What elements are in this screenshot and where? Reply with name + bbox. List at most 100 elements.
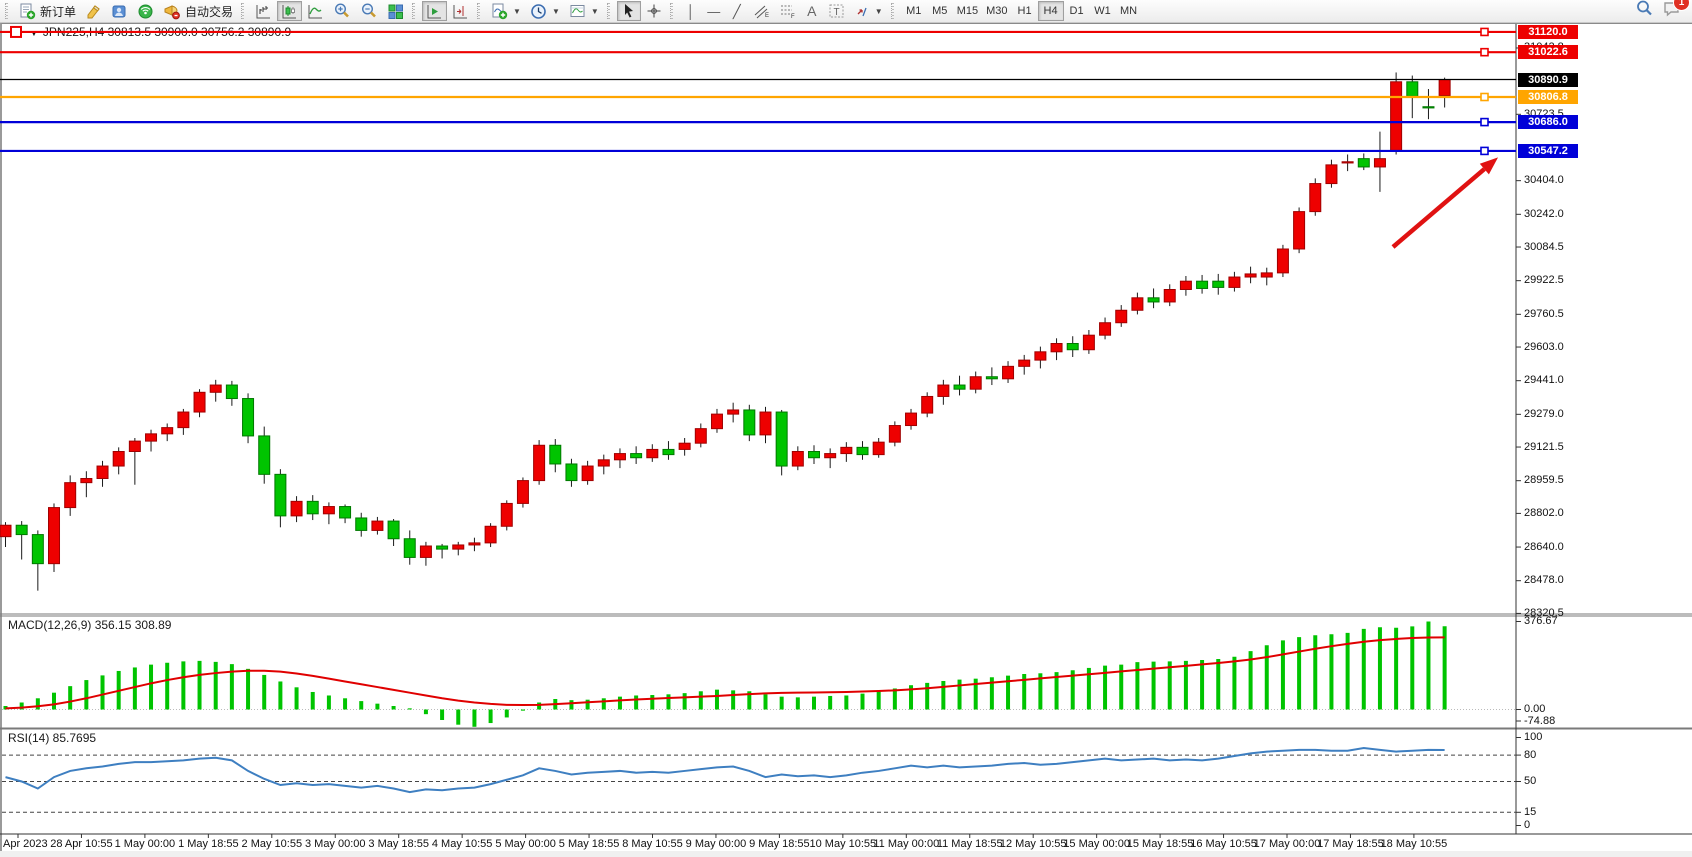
bar-chart-button[interactable] (251, 1, 276, 21)
price-tick-label: 29441.0 (1524, 374, 1564, 387)
templates-icon (569, 3, 586, 20)
timeframe-M15[interactable]: M15 (953, 1, 982, 21)
toolbar-grip[interactable] (5, 3, 11, 19)
new-order-label: 新订单 (40, 4, 77, 19)
price-tick-label: 28478.0 (1524, 574, 1564, 587)
arrows-button[interactable]: ▼ (850, 1, 887, 21)
metaeditor-icon (85, 3, 102, 20)
crosshair-icon (646, 3, 662, 19)
time-axis-label: 4 May 10:55 (431, 838, 493, 850)
line-chart-icon (307, 3, 324, 20)
price-tick-label: 30404.0 (1524, 174, 1564, 187)
timeframe-H1[interactable]: H1 (1012, 1, 1038, 21)
tile-windows-button[interactable] (383, 1, 408, 21)
hline-price-label: 31022.6 (1518, 45, 1578, 60)
svg-text:E: E (765, 13, 769, 19)
autotrading-button[interactable]: 自动交易 (159, 1, 237, 21)
time-axis-label: 11 May 18:55 (936, 838, 1003, 850)
chart-window[interactable] (0, 23, 1692, 851)
templates-dropdown-arrow[interactable]: ▼ (590, 6, 599, 16)
signals-button[interactable] (133, 1, 158, 21)
price-tick-label: 28802.0 (1524, 506, 1564, 519)
price-tick-label: 30242.0 (1524, 207, 1564, 220)
time-axis-label: 9 May 00:00 (685, 838, 747, 850)
crosshair-button[interactable] (642, 1, 666, 21)
hline-price-label: 30686.0 (1518, 115, 1578, 130)
indicators-dropdown-arrow[interactable]: ▼ (513, 6, 521, 16)
price-tick-label: 29279.0 (1524, 407, 1564, 420)
chart-shift-button[interactable] (448, 1, 473, 21)
indicators-button[interactable]: ▼ (487, 1, 525, 21)
market-icon (111, 3, 128, 20)
zoom-in-button[interactable] (329, 1, 355, 21)
indicators-icon (491, 3, 508, 20)
text-label-icon: T (828, 3, 845, 19)
svg-text:T: T (833, 7, 839, 18)
macd-axis-label: -74.88 (1524, 714, 1556, 727)
price-tick-label: 28959.5 (1524, 474, 1564, 487)
periods-dropdown-arrow[interactable]: ▼ (551, 6, 560, 16)
line-chart-button[interactable] (303, 1, 328, 21)
periods-button[interactable]: ▼ (526, 1, 564, 21)
time-axis-label: 12 May 10:55 (999, 838, 1067, 850)
macd-axis-label: 376.67 (1524, 615, 1558, 627)
time-axis-label: 3 May 18:55 (368, 838, 429, 850)
timeframe-MN[interactable]: MN (1116, 1, 1142, 21)
toolbar-grip[interactable] (890, 3, 897, 19)
equidistant-channel-button[interactable]: E (749, 1, 774, 21)
candlestick-chart-button[interactable] (277, 1, 303, 21)
hline-price-label: 31120.0 (1518, 24, 1578, 39)
time-axis-label: 27 Apr 2023 (0, 838, 48, 850)
price-tick-label: 29922.5 (1524, 274, 1564, 287)
timeframe-M30[interactable]: M30 (982, 1, 1011, 21)
text-label-button[interactable]: T (824, 1, 849, 21)
zoom-out-button[interactable] (356, 1, 382, 21)
timeframe-W1[interactable]: W1 (1090, 1, 1116, 21)
time-axis-label: 18 May 10:55 (1380, 838, 1448, 850)
new-order-button[interactable]: 新订单 (15, 1, 80, 21)
time-axis-label: 1 May 18:55 (178, 838, 239, 850)
trendline-icon: ╱ (732, 3, 741, 19)
cursor-icon (621, 3, 637, 19)
toolbar-grip[interactable] (606, 3, 613, 19)
time-axis-label: 1 May 00:00 (114, 838, 176, 850)
timeframe-M1[interactable]: M1 (901, 1, 927, 21)
text-button[interactable]: A (801, 1, 823, 21)
time-axis-label: 3 May 00:00 (304, 838, 366, 850)
zoom-in-icon (333, 2, 351, 20)
time-axis-label: 9 May 18:55 (749, 838, 810, 850)
price-tick-label: 29760.5 (1524, 307, 1564, 320)
fibonacci-button[interactable]: F (775, 1, 800, 21)
toolbar-grip[interactable] (669, 3, 676, 19)
time-axis-label: 11 May 00:00 (873, 838, 940, 850)
toolbar-grip[interactable] (477, 3, 484, 19)
cursor-button[interactable] (616, 1, 641, 21)
time-axis-label: 28 Apr 10:55 (50, 838, 113, 850)
toolbar-grip[interactable] (412, 3, 419, 19)
rsi-axis-label: 50 (1524, 775, 1537, 787)
price-tick-label: 28640.0 (1524, 540, 1564, 553)
timeframe-M5[interactable]: M5 (927, 1, 953, 21)
horizontal-line-button[interactable]: — (703, 1, 725, 21)
notifications-button[interactable]: 1 (1662, 0, 1690, 23)
timeframe-H4[interactable]: H4 (1037, 1, 1064, 21)
text-icon: A (807, 3, 817, 19)
price-tick-label: 29121.5 (1524, 440, 1564, 453)
rsi-axis-label: 100 (1524, 731, 1543, 743)
time-axis-label: 16 May 10:55 (1190, 838, 1257, 850)
market-button[interactable] (107, 1, 132, 21)
toolbar-grip[interactable] (241, 3, 248, 19)
templates-button[interactable]: ▼ (565, 1, 603, 21)
arrows-dropdown-arrow[interactable]: ▼ (874, 6, 883, 16)
auto-scroll-button[interactable] (422, 1, 448, 21)
equidistant-channel-icon: E (753, 3, 770, 19)
metaeditor-button[interactable] (81, 1, 106, 21)
vertical-line-button[interactable]: │ (680, 1, 702, 21)
rsi-axis-label: 15 (1524, 805, 1537, 818)
search-icon[interactable] (1635, 0, 1654, 23)
timeframe-D1[interactable]: D1 (1064, 1, 1090, 21)
trendline-button[interactable]: ╱ (726, 1, 748, 21)
time-axis-label: 15 May 00:00 (1063, 838, 1130, 850)
toolbar: 新订单 自动交易 (0, 0, 1692, 23)
notification-badge: 1 (1673, 0, 1690, 11)
